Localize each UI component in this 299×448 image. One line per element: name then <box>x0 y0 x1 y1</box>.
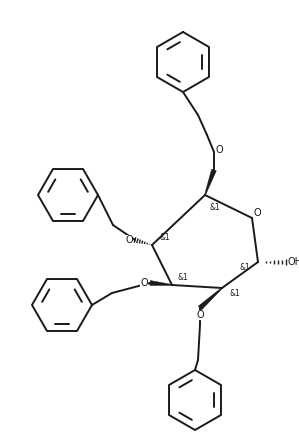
Polygon shape <box>205 169 216 195</box>
Text: &1: &1 <box>240 263 251 271</box>
Text: &1: &1 <box>160 233 171 241</box>
Polygon shape <box>198 288 222 310</box>
Text: O: O <box>125 235 133 245</box>
Text: O: O <box>196 310 204 320</box>
Text: O: O <box>254 208 262 218</box>
Text: O: O <box>216 145 224 155</box>
Text: O: O <box>140 278 148 288</box>
Text: &1: &1 <box>210 202 221 211</box>
Text: &1: &1 <box>230 289 241 297</box>
Text: OH: OH <box>287 257 299 267</box>
Polygon shape <box>150 280 172 285</box>
Text: &1: &1 <box>177 272 188 281</box>
